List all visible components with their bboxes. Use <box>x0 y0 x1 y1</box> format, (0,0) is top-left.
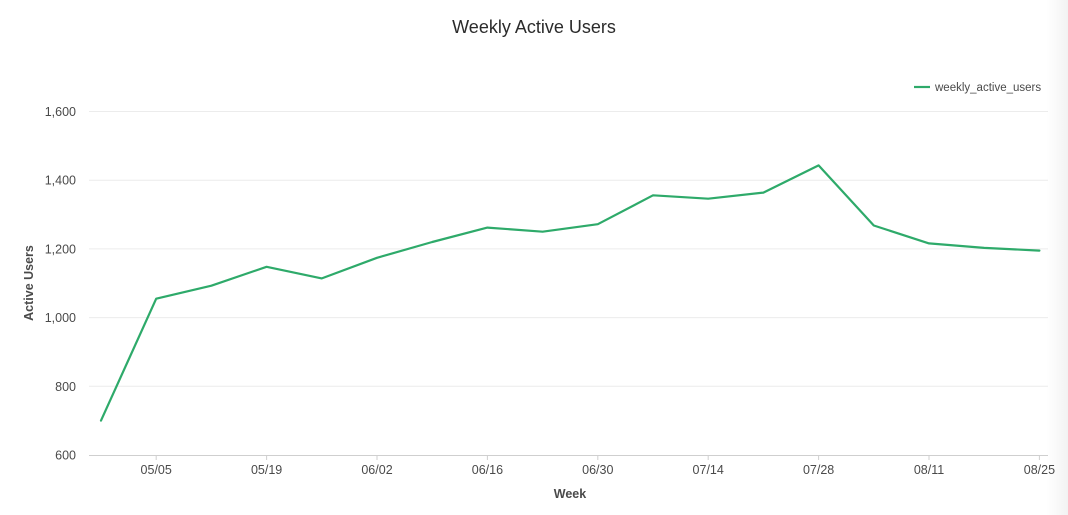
data-point[interactable] <box>926 240 932 246</box>
series-line-weekly_active_users[interactable] <box>99 164 1041 422</box>
gridlines <box>89 111 1048 387</box>
data-point[interactable] <box>374 255 380 261</box>
x-tick-label: 07/28 <box>803 463 834 477</box>
x-axis-title: Week <box>554 487 586 501</box>
y-tick-label: 1,200 <box>45 242 76 256</box>
data-point[interactable] <box>208 283 214 289</box>
axes: 600 800 1,000 1,200 1,400 1,600 05/05 05/19 06/0… <box>45 105 1055 477</box>
x-tick-label: 07/14 <box>693 463 724 477</box>
x-tick-label: 06/16 <box>472 463 503 477</box>
data-point[interactable] <box>760 190 766 196</box>
edge-shadow <box>1046 0 1068 515</box>
y-tick-label: 1,000 <box>45 311 76 325</box>
data-point[interactable] <box>981 245 987 251</box>
y-tick-label: 1,600 <box>45 105 76 119</box>
y-tick-label: 800 <box>55 380 76 394</box>
y-tick-label: 1,400 <box>45 174 76 188</box>
data-point[interactable] <box>429 239 435 245</box>
x-tick-label: 05/05 <box>141 463 172 477</box>
data-point[interactable] <box>1036 248 1042 254</box>
data-point[interactable] <box>650 192 656 198</box>
x-tick-label: 05/19 <box>251 463 282 477</box>
data-point[interactable] <box>816 162 822 168</box>
data-point[interactable] <box>705 196 711 202</box>
legend-label: weekly_active_users <box>934 82 1041 94</box>
data-point[interactable] <box>153 296 159 302</box>
x-tick-label: 06/30 <box>582 463 613 477</box>
x-tick-label: 06/02 <box>361 463 392 477</box>
y-axis-title: Active Users <box>22 245 36 321</box>
series-lines <box>98 162 1042 424</box>
chart-title: Weekly Active Users <box>452 17 616 37</box>
data-point[interactable] <box>264 264 270 270</box>
legend[interactable]: weekly_active_users <box>914 82 1041 94</box>
data-point[interactable] <box>595 221 601 227</box>
data-point[interactable] <box>319 275 325 281</box>
data-point[interactable] <box>871 223 877 229</box>
y-tick-label: 600 <box>55 449 76 463</box>
data-point[interactable] <box>484 225 490 231</box>
x-tick-label: 08/25 <box>1024 463 1055 477</box>
x-tick-label: 08/11 <box>914 463 944 477</box>
data-point[interactable] <box>540 229 546 235</box>
data-point[interactable] <box>98 418 104 424</box>
